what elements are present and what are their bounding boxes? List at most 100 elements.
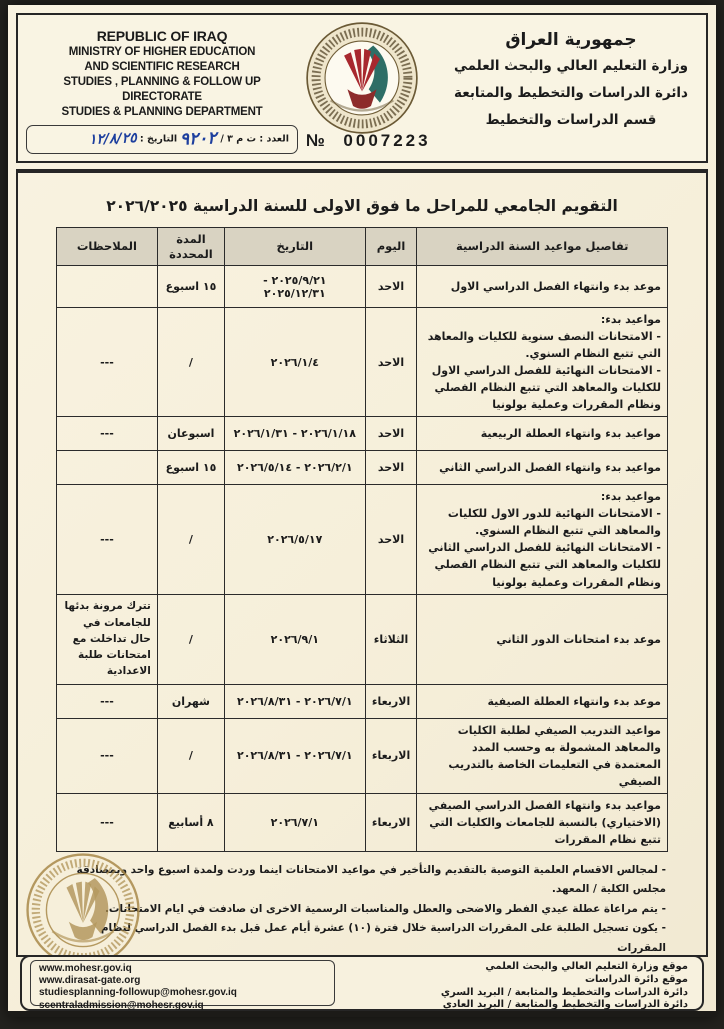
cell-note: --- <box>56 416 158 452</box>
arabic-line: وزارة التعليم العالي والبحث العلمي <box>453 57 689 74</box>
cell-duration: ١٥ اسبوع <box>156 265 226 308</box>
letterhead-arabic: جمهورية العراق وزارة التعليم العالي والب… <box>442 29 700 134</box>
letterhead-english: REPUBLIC OF IRAQ MINISTRY OF HIGHER EDUC… <box>28 27 296 120</box>
table-header-row: تفاصيل مواعيد السنة الدراسية اليوم التار… <box>56 227 668 266</box>
ministry-emblem-icon <box>306 22 418 134</box>
arabic-title: جمهورية العراق <box>505 30 637 50</box>
column-header-day: اليوم <box>364 227 418 266</box>
footnote: يتم مراعاة عطلة عيدي الفطر والاضحى والعط… <box>56 900 666 919</box>
table-row: موعد بدء وانتهاء الفصل الدراسي الاول الا… <box>56 265 668 308</box>
footer-url: www.mohesr.gov.iq <box>39 963 132 974</box>
cell-day: الثلاثاء <box>364 593 418 685</box>
column-header-duration: المدة المحددة <box>156 227 226 266</box>
table-row: موعد بدء وانتهاء العطلة الصيفية الاربعاء… <box>56 683 668 719</box>
english-line: STUDIES , PLANNING & FOLLOW UP DIRECTORA… <box>63 76 261 103</box>
cell-date: ٢٠٢٦/١/٤ <box>224 306 366 418</box>
cell-note <box>56 450 158 486</box>
cell-day: الاربعاء <box>364 683 418 719</box>
cell-duration: اسبوعان <box>156 416 226 452</box>
serial-prefix: № <box>306 131 328 150</box>
cell-duration: ٨ أسابيع <box>156 792 226 852</box>
cell-day: الاربعاء <box>364 717 418 794</box>
footnote: يكون تسجيل الطلبة على المقررات الدراسية … <box>56 919 666 958</box>
english-line: AND SCIENTIFIC RESEARCH <box>84 61 240 74</box>
english-title: REPUBLIC OF IRAQ <box>96 28 228 44</box>
cell-date: ٢٠٢٦/٧/١ <box>224 792 366 852</box>
footnotes: لمجالس الاقسام العلمية التوصية بالتقديم … <box>56 861 668 958</box>
arabic-line: دائرة الدراسات والتخطيط والمتابعة <box>454 84 688 101</box>
cell-detail: موعد بدء امتحانات الدور الثاني <box>416 593 668 685</box>
photo-edge <box>8 1011 716 1017</box>
cell-note: --- <box>56 792 158 852</box>
footer-label: دائرة الدراسات والتخطيط والمتابعة / البر… <box>442 999 688 1011</box>
cell-note: تترك مرونة بدئها للجامعات في حال تداخلت … <box>56 593 158 685</box>
cell-day: الاحد <box>364 484 418 595</box>
cell-note: --- <box>56 683 158 719</box>
cell-duration: / <box>156 484 226 595</box>
table-row: مواعيد بدء وانتهاء العطلة الربيعية الاحد… <box>56 416 668 452</box>
cell-date: ٢٠٢٦/٥/١٧ <box>224 484 366 595</box>
cell-day: الاربعاء <box>364 792 418 852</box>
cell-note: --- <box>56 306 158 418</box>
ref-date-handwritten: ١٢/٨/٢٥ <box>88 130 137 148</box>
cell-duration: / <box>156 593 226 685</box>
serial-value: 0007223 <box>343 131 431 150</box>
cell-detail: مواعيد بدء وانتهاء العطلة الربيعية <box>416 416 668 452</box>
cell-date: ٢٠٢٥/٩/٢١ - ٢٠٢٥/١٢/٣١ <box>224 265 366 308</box>
ref-number-handwritten: ٩٢٠٢ <box>180 128 218 150</box>
table-row: موعد بدء امتحانات الدور الثاني الثلاثاء … <box>56 593 668 685</box>
cell-date: ٢٠٢٦/٧/١ - ٢٠٢٦/٨/٣١ <box>224 683 366 719</box>
column-header-notes: الملاحظات <box>56 227 158 266</box>
footer-label: موقع دائرة الدراسات <box>584 973 688 985</box>
footer-label: موقع وزارة التعليم العالي والبحث العلمي <box>485 961 688 972</box>
academic-calendar-table: تفاصيل مواعيد السنة الدراسية اليوم التار… <box>56 227 668 852</box>
cell-detail: مواعيد بدء: - الامتحانات النصف سنوية للك… <box>416 306 668 418</box>
scanned-document-page: REPUBLIC OF IRAQ MINISTRY OF HIGHER EDUC… <box>8 5 716 1017</box>
cell-detail: مواعيد بدء وانتهاء الفصل الدراسي الثاني <box>416 450 668 486</box>
cell-detail: مواعيد التدريب الصيفي لطلبة الكليات والم… <box>416 717 668 794</box>
cell-duration: / <box>156 717 226 794</box>
cell-note: --- <box>56 484 158 595</box>
english-line: MINISTRY OF HIGHER EDUCATION <box>68 46 256 59</box>
serial-number: № 0007223 <box>306 131 431 151</box>
footnote: لمجالس الاقسام العلمية التوصية بالتقديم … <box>56 861 666 900</box>
cell-day: الاحد <box>364 450 418 486</box>
cell-detail: مواعيد بدء: - الامتحانات النهائية للدور … <box>416 484 668 595</box>
page-title: التقويم الجامعي للمراحل ما فوق الاولى لل… <box>106 197 618 215</box>
footer-contact-box: www.mohesr.gov.iq www.dirasat-gate.org s… <box>30 960 336 1011</box>
footer-url: www.dirasat-gate.org <box>39 975 141 987</box>
column-header-details: تفاصيل مواعيد السنة الدراسية <box>416 227 668 266</box>
cell-duration: / <box>156 306 226 418</box>
column-header-date: التاريخ <box>224 227 366 266</box>
table-row: مواعيد التدريب الصيفي لطلبة الكليات والم… <box>56 717 668 794</box>
cell-date: ٢٠٢٦/٢/١ - ٢٠٢٦/٥/١٤ <box>224 450 366 486</box>
embossed-stamp-icon <box>26 853 140 967</box>
contact-footer: موقع وزارة التعليم العالي والبحث العلمي … <box>20 955 704 1011</box>
cell-date: ٢٠٢٦/٩/١ <box>224 593 366 685</box>
document-body: التقويم الجامعي للمراحل ما فوق الاولى لل… <box>16 169 708 978</box>
table-row: مواعيد بدء: - الامتحانات النصف سنوية للك… <box>56 306 668 418</box>
ref-date-label: التاريخ : <box>139 133 178 145</box>
cell-detail: مواعيد بدء وانتهاء الفصل الدراسي الصيفي … <box>416 792 668 852</box>
cell-day: الاحد <box>364 416 418 452</box>
english-line: STUDIES & PLANNING DEPARTMENT <box>61 105 263 118</box>
arabic-line: قسم الدراسات والتخطيط <box>485 111 657 128</box>
cell-note: --- <box>56 717 158 794</box>
cell-date: ٢٠٢٦/٧/١ - ٢٠٢٦/٨/٣١ <box>224 717 366 794</box>
cell-day: الاحد <box>364 306 418 418</box>
cell-detail: موعد بدء وانتهاء العطلة الصيفية <box>416 683 668 719</box>
cell-detail: موعد بدء وانتهاء الفصل الدراسي الاول <box>416 265 668 308</box>
ref-number-label: العدد : ت م ٣ / <box>220 133 289 145</box>
cell-duration: شهران <box>156 683 226 719</box>
footer-label: دائرة الدراسات والتخطيط والمتابعة / البر… <box>440 986 688 998</box>
reference-number-box: العدد : ت م ٣ / ٩٢٠٢ التاريخ : ١٢/٨/٢٥ <box>26 125 298 154</box>
cell-note <box>56 265 158 308</box>
letterhead: REPUBLIC OF IRAQ MINISTRY OF HIGHER EDUC… <box>16 13 708 163</box>
cell-date: ٢٠٢٦/١/١٨ - ٢٠٢٦/١/٣١ <box>224 416 366 452</box>
cell-duration: ١٥ اسبوع <box>156 450 226 486</box>
cell-day: الاحد <box>364 265 418 308</box>
table-row: مواعيد بدء وانتهاء الفصل الدراسي الصيفي … <box>56 792 668 852</box>
footer-email: studiesplanning-followup@mohesr.gov.iq <box>39 987 237 999</box>
footer-email: scentraladmission@mohesr.gov.iq <box>39 999 204 1011</box>
footer-arabic-labels: موقع وزارة التعليم العالي والبحث العلمي … <box>335 960 694 1010</box>
